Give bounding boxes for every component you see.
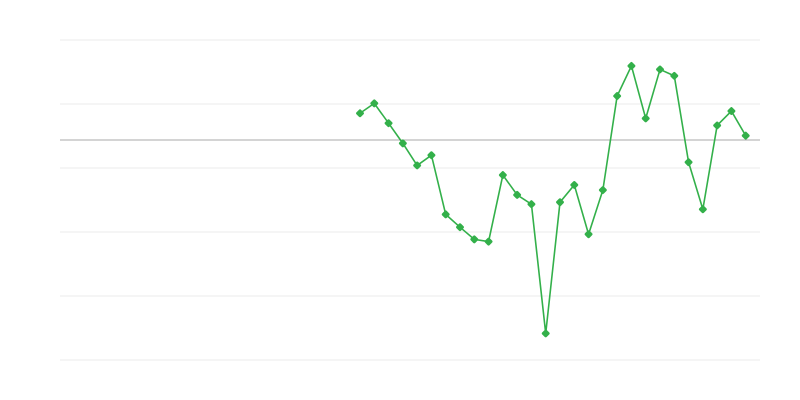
data-point — [484, 237, 493, 246]
data-point — [570, 181, 579, 189]
gridlines — [60, 39, 760, 361]
data-point — [541, 329, 550, 338]
data-point — [527, 200, 536, 209]
data-point — [641, 114, 650, 123]
data-point — [713, 121, 722, 130]
data-point — [627, 62, 636, 70]
data-point — [684, 158, 693, 167]
data-point — [698, 205, 707, 214]
data-point — [427, 151, 436, 160]
data-point — [356, 109, 364, 118]
data-point — [656, 65, 664, 74]
data-point — [613, 92, 622, 100]
data-point — [584, 230, 593, 239]
data-point — [413, 161, 422, 170]
data-point — [398, 139, 407, 148]
data-point — [727, 107, 736, 115]
data-point — [513, 190, 522, 199]
data-point — [498, 171, 507, 179]
data-point — [456, 223, 464, 232]
data-point — [441, 210, 450, 219]
series-markers — [356, 62, 750, 338]
data-point — [470, 235, 479, 244]
data-point — [370, 99, 379, 108]
data-point — [384, 119, 393, 128]
data-point — [598, 186, 607, 194]
series-line — [359, 63, 747, 334]
data-point — [556, 198, 564, 207]
data-point — [670, 71, 679, 80]
data-point — [741, 131, 750, 140]
